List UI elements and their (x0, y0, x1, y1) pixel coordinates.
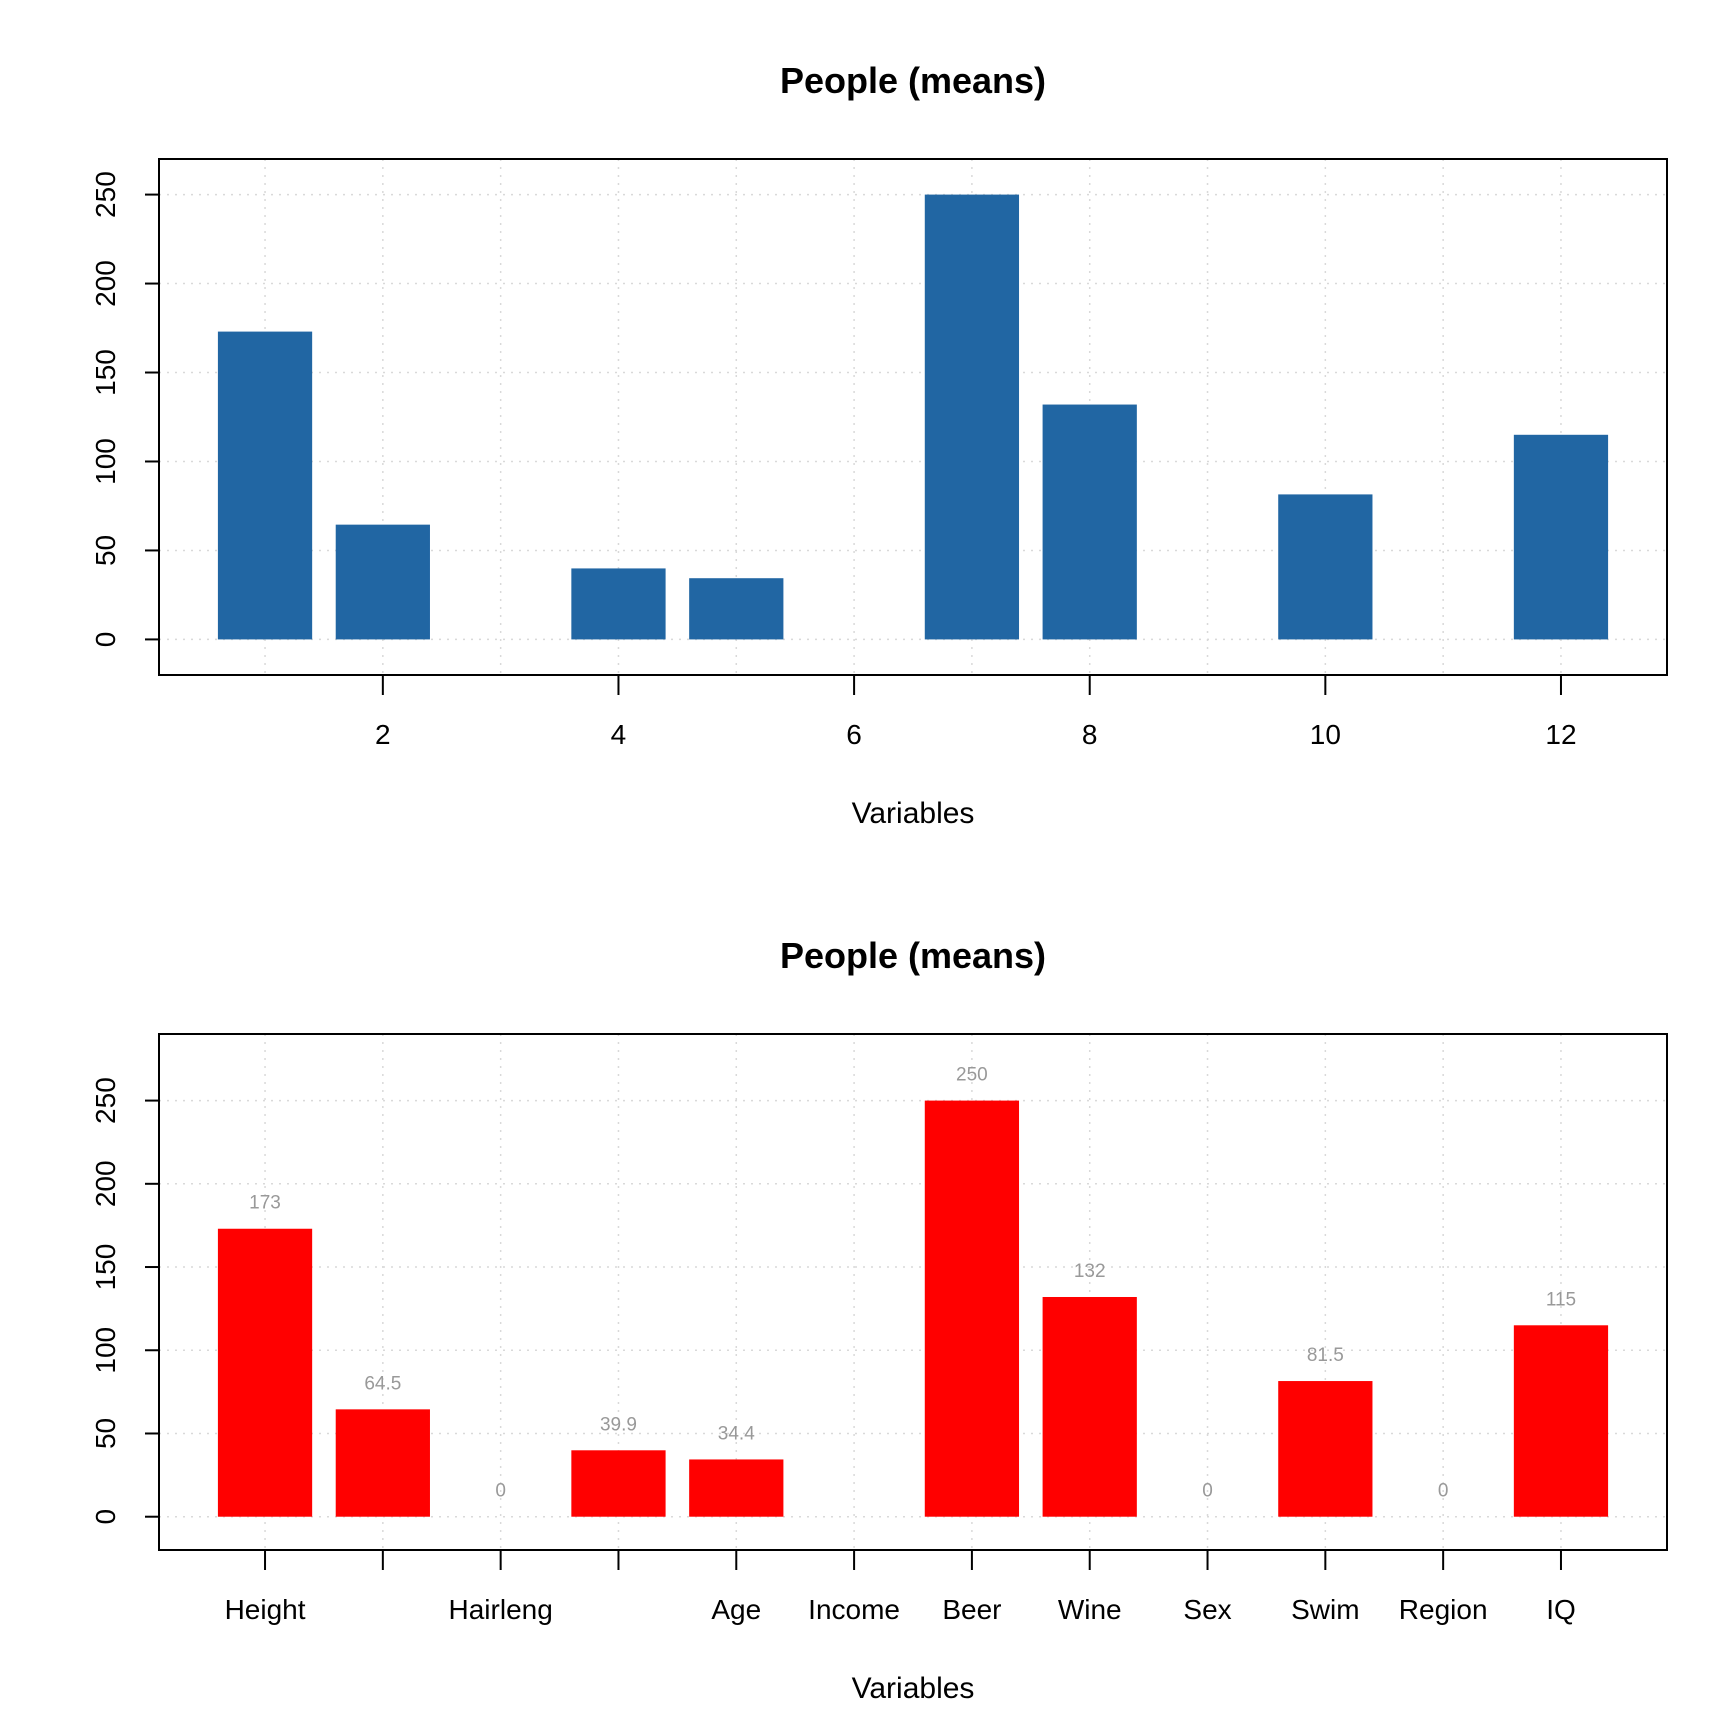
x-tick-label: Wine (1058, 1594, 1122, 1625)
y-tick-label: 250 (90, 171, 121, 218)
bar (1278, 1381, 1373, 1517)
bar (571, 568, 666, 640)
data-label: 115 (1546, 1289, 1576, 1310)
data-label: 34.4 (718, 1423, 755, 1444)
x-tick-label: Sex (1183, 1594, 1231, 1625)
x-tick-label: IQ (1546, 1594, 1576, 1625)
data-label: 132 (1074, 1261, 1106, 1282)
x-tick-label: Hairleng (449, 1594, 553, 1625)
x-tick-label: Beer (942, 1594, 1001, 1625)
y-tick-label: 0 (90, 1509, 121, 1525)
x-tick-label: 4 (611, 719, 627, 750)
y-tick-label: 100 (90, 1327, 121, 1374)
bar (924, 1100, 1020, 1517)
bar (1042, 404, 1137, 640)
data-label: 173 (249, 1193, 281, 1214)
data-labels: 173 64.5 0 39.9 34.4 250 132 0 81.5 0 115 (249, 1065, 1576, 1502)
bar (1513, 434, 1609, 640)
plot-frame (158, 1033, 1668, 1551)
chart-title: People (means) (780, 60, 1046, 101)
bar (689, 578, 784, 640)
y-axis: 0 50 100 150 200 250 (90, 1077, 159, 1524)
chart-bottom: People (means) Variables 173 64.5 0 39.9 34.… (90, 935, 1668, 1705)
x-tick-label: 10 (1310, 719, 1341, 750)
x-axis-label: Variables (852, 1672, 975, 1705)
y-tick-label: 250 (90, 1077, 121, 1124)
x-tick-label: Region (1399, 1594, 1488, 1625)
data-label: 39.9 (600, 1414, 637, 1435)
y-tick-label: 50 (90, 535, 121, 566)
y-axis: 0 50 100 150 200 250 (90, 171, 159, 647)
plot-frame (158, 158, 1668, 676)
x-tick-label: Swim (1291, 1594, 1359, 1625)
bar (217, 1228, 313, 1517)
chart-top: People (means) Variables 0 50 100 150 200 250… (90, 60, 1668, 830)
x-axis: 2 4 6 8 10 12 (375, 675, 1577, 750)
data-label: 0 (495, 1481, 506, 1502)
bar (689, 1459, 784, 1517)
bar (571, 1450, 666, 1517)
y-tick-label: 150 (90, 349, 121, 396)
x-tick-label: 2 (375, 719, 391, 750)
x-tick-label: Age (711, 1594, 761, 1625)
x-tick-label: 6 (846, 719, 862, 750)
bar (1278, 494, 1373, 640)
y-tick-label: 50 (90, 1418, 121, 1449)
data-label: 250 (956, 1065, 988, 1086)
bar (335, 524, 430, 640)
y-tick-label: 200 (90, 1160, 121, 1207)
data-label: 64.5 (364, 1373, 401, 1394)
bars (217, 1100, 1609, 1517)
bar (1513, 1325, 1609, 1517)
y-tick-label: 150 (90, 1244, 121, 1291)
x-tick-label: Income (808, 1594, 900, 1625)
data-label: 81.5 (1307, 1345, 1344, 1366)
bars (217, 194, 1609, 640)
bar (335, 1409, 430, 1517)
bar (924, 194, 1020, 640)
x-axis: Height Hairleng Age Income Beer Wine Sex Swim Re… (225, 1550, 1576, 1625)
y-tick-label: 0 (90, 632, 121, 648)
chart-title: People (means) (780, 935, 1046, 976)
x-tick-label: 8 (1082, 719, 1098, 750)
x-tick-label: Height (225, 1594, 306, 1625)
data-label: 0 (1438, 1481, 1449, 1502)
y-tick-label: 100 (90, 438, 121, 485)
bar (1042, 1296, 1137, 1517)
y-tick-label: 200 (90, 260, 121, 307)
bar (217, 331, 313, 640)
x-axis-label: Variables (852, 797, 975, 830)
data-label: 0 (1202, 1481, 1213, 1502)
x-tick-label: 12 (1545, 719, 1576, 750)
